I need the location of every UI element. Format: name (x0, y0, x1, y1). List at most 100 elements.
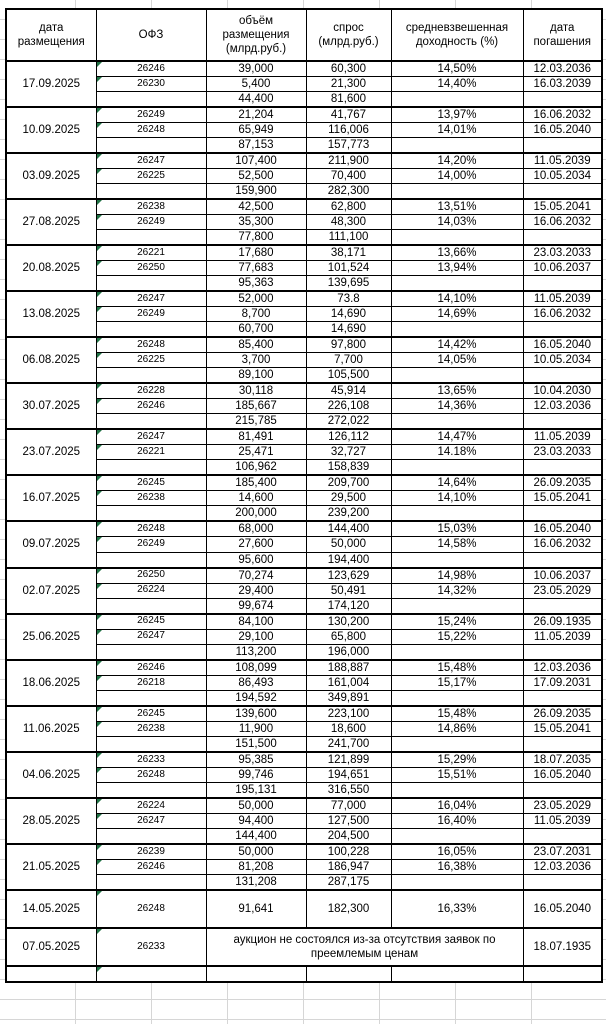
demand-cell[interactable]: 41,767 (305, 106, 392, 124)
col-header-yield[interactable]: средневзвешенная доходность (%) (390, 8, 524, 62)
maturity-date-cell[interactable]: 11.05.2039 (522, 290, 603, 308)
volume-cell[interactable]: 77,683 (205, 260, 307, 277)
empty-cell[interactable] (390, 275, 524, 292)
volume-cell[interactable]: 11,900 (205, 720, 307, 737)
demand-cell[interactable]: 182,300 (305, 888, 392, 929)
ofz-number-cell[interactable]: 26249 (95, 306, 207, 323)
total-demand-cell[interactable]: 194,400 (305, 551, 392, 569)
total-demand-cell[interactable]: 158,839 (305, 459, 392, 476)
maturity-date-cell[interactable]: 16.06.2032 (522, 214, 603, 231)
empty-cell[interactable] (95, 183, 207, 200)
maturity-date-cell[interactable]: 10.05.2034 (522, 168, 603, 185)
auction-failed-message-cell[interactable]: аукцион не состоялся из-за отсутствия за… (205, 926, 524, 967)
empty-cell[interactable] (522, 689, 603, 707)
total-demand-cell[interactable]: 282,300 (305, 183, 392, 200)
maturity-date-cell[interactable]: 12.03.2036 (522, 60, 603, 78)
empty-cell[interactable] (95, 689, 207, 707)
total-volume-cell[interactable]: 194,592 (205, 689, 307, 707)
yield-cell[interactable]: 14,40% (390, 76, 524, 93)
maturity-date-cell[interactable]: 16.05.2040 (522, 888, 603, 929)
ofz-number-cell[interactable]: 26248 (95, 122, 207, 139)
empty-cell[interactable] (390, 367, 524, 384)
placement-date-cell[interactable]: 13.08.2025 (5, 290, 97, 338)
demand-cell[interactable]: 116,006 (305, 122, 392, 139)
ofz-number-cell[interactable]: 26245 (95, 612, 207, 630)
yield-cell[interactable]: 16,05% (390, 842, 524, 860)
empty-cell[interactable] (522, 873, 603, 891)
yield-cell[interactable]: 14,42% (390, 336, 524, 354)
total-volume-cell[interactable]: 159,900 (205, 183, 307, 200)
placement-date-cell[interactable]: 02.07.2025 (5, 566, 97, 615)
placement-date-cell[interactable]: 30.07.2025 (5, 382, 97, 430)
ofz-number-cell[interactable]: 26250 (95, 260, 207, 277)
volume-cell[interactable]: 25,471 (205, 444, 307, 461)
empty-cell[interactable] (522, 321, 603, 338)
yield-cell[interactable]: 14,50% (390, 60, 524, 78)
ofz-number-cell[interactable]: 26245 (95, 704, 207, 722)
maturity-date-cell[interactable]: 16.03.2039 (522, 76, 603, 93)
empty-cell[interactable] (390, 551, 524, 569)
maturity-date-cell[interactable]: 23.03.2033 (522, 244, 603, 262)
total-demand-cell[interactable]: 174,120 (305, 597, 392, 615)
ofz-number-cell[interactable]: 26248 (95, 766, 207, 783)
demand-cell[interactable]: 97,800 (305, 336, 392, 354)
yield-cell[interactable]: 16,04% (390, 796, 524, 814)
empty-cell[interactable] (95, 91, 207, 108)
demand-cell[interactable]: 77,000 (305, 796, 392, 814)
maturity-date-cell[interactable]: 18.07.1935 (522, 926, 603, 967)
empty-cell[interactable] (390, 643, 524, 661)
yield-cell[interactable]: 14,01% (390, 122, 524, 139)
total-demand-cell[interactable]: 81,600 (305, 91, 392, 108)
empty-cell[interactable] (390, 689, 524, 707)
placement-date-cell[interactable]: 27.08.2025 (5, 198, 97, 246)
ofz-number-cell[interactable]: 26247 (95, 290, 207, 308)
placement-date-cell[interactable]: 18.06.2025 (5, 658, 97, 707)
demand-cell[interactable]: 14,690 (305, 306, 392, 323)
maturity-date-cell[interactable]: 23.07.2031 (522, 842, 603, 860)
volume-cell[interactable]: 3,700 (205, 352, 307, 369)
ofz-number-cell[interactable]: 26218 (95, 674, 207, 691)
total-demand-cell[interactable]: 272,022 (305, 413, 392, 430)
ofz-number-cell[interactable]: 26246 (95, 858, 207, 875)
volume-cell[interactable]: 8,700 (205, 306, 307, 323)
total-demand-cell[interactable]: 239,200 (305, 505, 392, 522)
placement-date-cell[interactable]: 16.07.2025 (5, 474, 97, 522)
demand-cell[interactable]: 161,004 (305, 674, 392, 691)
ofz-number-cell[interactable]: 26221 (95, 444, 207, 461)
total-volume-cell[interactable]: 106,962 (205, 459, 307, 476)
empty-cell[interactable] (95, 735, 207, 753)
demand-cell[interactable]: 101,524 (305, 260, 392, 277)
demand-cell[interactable]: 7,700 (305, 352, 392, 369)
demand-cell[interactable]: 50,000 (305, 536, 392, 553)
total-volume-cell[interactable]: 131,208 (205, 873, 307, 891)
col-header-maturity[interactable]: дата погашения (522, 8, 603, 62)
total-demand-cell[interactable]: 287,175 (305, 873, 392, 891)
empty-cell[interactable] (95, 275, 207, 292)
maturity-date-cell[interactable]: 16.05.2040 (522, 520, 603, 538)
ofz-number-cell[interactable]: 26225 (95, 168, 207, 185)
empty-cell[interactable] (95, 367, 207, 384)
empty-cell[interactable] (5, 964, 97, 983)
empty-cell[interactable] (522, 597, 603, 615)
volume-cell[interactable]: 91,641 (205, 888, 307, 929)
empty-cell[interactable] (522, 275, 603, 292)
volume-cell[interactable]: 68,000 (205, 520, 307, 538)
empty-cell[interactable] (390, 827, 524, 845)
demand-cell[interactable]: 73.8 (305, 290, 392, 308)
yield-cell[interactable]: 16,38% (390, 858, 524, 875)
total-volume-cell[interactable]: 89,100 (205, 367, 307, 384)
placement-date-cell[interactable]: 11.06.2025 (5, 704, 97, 753)
maturity-date-cell[interactable]: 11.05.2039 (522, 152, 603, 170)
maturity-date-cell[interactable]: 17.09.2031 (522, 674, 603, 691)
placement-date-cell[interactable]: 06.08.2025 (5, 336, 97, 384)
empty-cell[interactable] (522, 367, 603, 384)
volume-cell[interactable]: 35,300 (205, 214, 307, 231)
maturity-date-cell[interactable]: 23.05.2029 (522, 796, 603, 814)
maturity-date-cell[interactable]: 11.05.2039 (522, 428, 603, 446)
total-volume-cell[interactable]: 87,153 (205, 137, 307, 154)
demand-cell[interactable]: 100,228 (305, 842, 392, 860)
placement-date-cell[interactable]: 10.09.2025 (5, 106, 97, 154)
volume-cell[interactable]: 108,099 (205, 658, 307, 676)
col-header-demand[interactable]: спрос (млрд.руб.) (305, 8, 392, 62)
maturity-date-cell[interactable]: 16.06.2032 (522, 306, 603, 323)
